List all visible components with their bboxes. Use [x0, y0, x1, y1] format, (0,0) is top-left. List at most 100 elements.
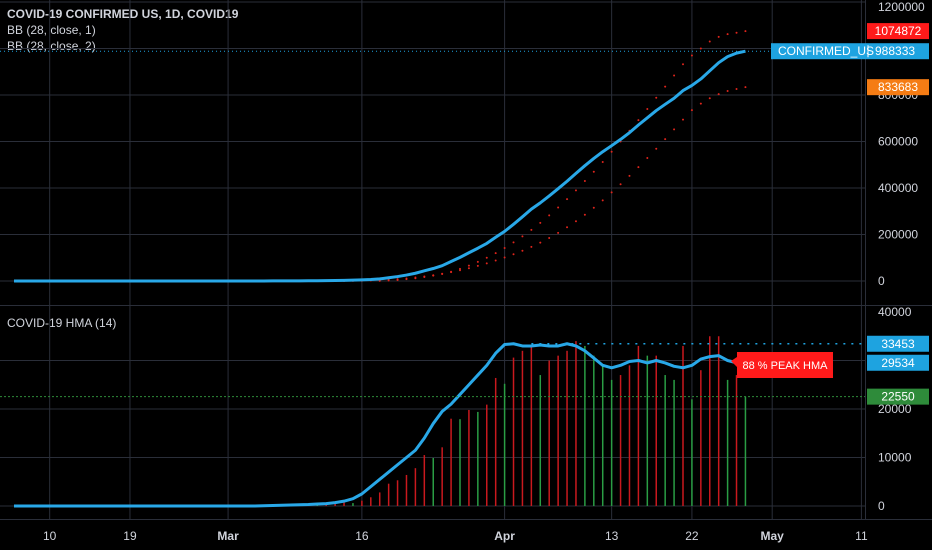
bb-dot — [539, 221, 542, 224]
bb-dot — [476, 264, 479, 267]
bb-dot — [574, 220, 577, 223]
bb-dot — [682, 118, 684, 121]
bar — [352, 503, 354, 506]
bar — [468, 409, 470, 506]
bar — [361, 500, 363, 506]
bb-dot — [566, 198, 569, 201]
x-tick-label: 19 — [123, 529, 137, 543]
bb-dot — [396, 278, 399, 281]
x-tick-label: Mar — [217, 529, 239, 543]
bb-dot — [494, 259, 497, 262]
bb-dot — [557, 206, 560, 209]
bb-dot — [610, 191, 613, 194]
bar — [709, 336, 711, 506]
bar — [414, 468, 417, 506]
bb-dot — [548, 236, 551, 239]
y-tick-label: 10000 — [878, 451, 912, 465]
legend-title: COVID-19 CONFIRMED US, 1D, COVID19 — [7, 7, 239, 21]
bar — [405, 474, 408, 506]
bb-dot — [690, 109, 693, 112]
bb-dot — [450, 271, 453, 274]
daily-bars — [57, 336, 747, 506]
bb-dot — [583, 213, 586, 216]
bar — [557, 355, 559, 506]
bb-dot — [601, 199, 604, 202]
bar — [450, 418, 452, 506]
bar — [486, 404, 488, 506]
bb-dot — [459, 267, 461, 270]
confirmed-line — [14, 49, 746, 283]
bar — [726, 379, 729, 506]
bb-dot — [708, 97, 711, 100]
bb-dot — [405, 277, 408, 280]
bar — [593, 355, 595, 506]
y-tick-label: 200000 — [878, 228, 918, 242]
bb-dot — [646, 107, 649, 110]
x-tick-label: May — [761, 529, 785, 543]
y-tick-label: 20000 — [878, 402, 912, 416]
bb-dot — [655, 96, 658, 99]
bar — [396, 480, 399, 506]
bb-dot — [414, 276, 417, 279]
bb-dot — [682, 63, 684, 66]
x-tick-label: 10 — [43, 529, 57, 543]
badge-upper: 1074872 — [875, 24, 922, 38]
bb-dot — [744, 86, 747, 89]
y-tick-label: 600000 — [878, 135, 918, 149]
bar — [717, 336, 720, 506]
bb-dot — [512, 253, 515, 256]
y-tick-label: 0 — [878, 499, 885, 513]
bb-dot — [521, 249, 524, 252]
bar — [700, 370, 702, 506]
bb-dot — [601, 160, 604, 163]
bb-dot — [512, 241, 515, 244]
bb-dot — [708, 40, 711, 43]
bollinger-dots — [343, 30, 747, 282]
bb-dot — [557, 231, 560, 234]
bb-dot — [610, 150, 613, 153]
bar — [370, 497, 372, 506]
bar — [682, 345, 684, 506]
bb-dot — [521, 235, 524, 238]
bb-dot — [619, 183, 622, 186]
badge-latest: 22550 — [881, 390, 915, 404]
badge-lower-bg — [867, 79, 929, 96]
bar — [691, 399, 693, 506]
bb-dot — [503, 246, 506, 249]
bb-dot — [726, 90, 729, 93]
bar — [566, 350, 568, 506]
bb-dot — [637, 166, 640, 169]
bb-dot — [574, 189, 577, 192]
peak-hma-callout: 88 % PEAK HMA — [743, 360, 829, 372]
bb-dot — [423, 275, 426, 278]
badge-peak: 33453 — [881, 337, 915, 351]
bb-dot — [592, 170, 595, 173]
bb-dot — [637, 119, 640, 122]
bar — [619, 375, 622, 506]
bb-dot — [583, 180, 586, 183]
bar — [459, 419, 461, 506]
badge-hma-bg — [867, 354, 929, 371]
x-tick-label: 11 — [855, 529, 868, 543]
bb-dot — [530, 228, 533, 231]
legend-bb1: BB (28, close, 1) — [7, 23, 96, 37]
legend-main: COVID-19 CONFIRMED US, 1D, COVID19 BB (2… — [7, 6, 238, 54]
peak-hma-callout-bg — [731, 352, 833, 378]
legend-bb2: BB (28, close, 2) — [7, 39, 96, 53]
bb-dot — [539, 241, 542, 244]
bar — [601, 365, 604, 506]
bb-dot — [494, 252, 497, 255]
badge-hma: 29534 — [881, 356, 915, 370]
x-tick-label: 22 — [685, 529, 699, 543]
bb-dot — [699, 47, 702, 50]
bb-dot — [485, 256, 488, 259]
bb-dot — [735, 31, 738, 34]
bb-dot — [467, 267, 470, 270]
bar — [584, 345, 586, 506]
bb-dot — [476, 260, 479, 263]
bb-dot — [690, 54, 693, 57]
y-grid-top — [0, 1, 865, 282]
bb-dot — [664, 85, 667, 88]
bar — [610, 379, 613, 506]
